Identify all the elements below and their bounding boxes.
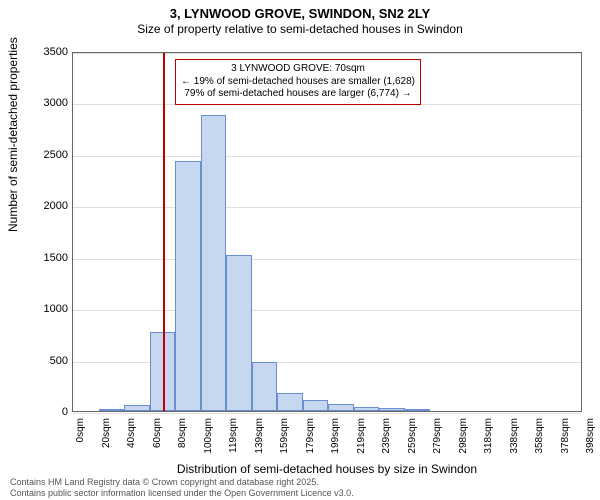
y-tick-label: 2000 bbox=[28, 200, 68, 212]
histogram-bar bbox=[175, 161, 201, 411]
gridline bbox=[73, 207, 581, 208]
y-tick-label: 3500 bbox=[28, 46, 68, 58]
histogram-bar bbox=[379, 408, 405, 411]
x-tick-label: 80sqm bbox=[177, 418, 188, 448]
x-tick-label: 219sqm bbox=[356, 418, 367, 454]
x-tick-label: 179sqm bbox=[305, 418, 316, 454]
x-tick-label: 378sqm bbox=[560, 418, 571, 454]
property-marker-line bbox=[163, 53, 165, 411]
x-tick-label: 318sqm bbox=[483, 418, 494, 454]
title-line1: 3, LYNWOOD GROVE, SWINDON, SN2 2LY bbox=[0, 6, 600, 21]
x-tick-label: 40sqm bbox=[126, 418, 137, 448]
histogram-bar bbox=[201, 115, 227, 411]
x-tick-label: 60sqm bbox=[152, 418, 163, 448]
x-tick-label: 0sqm bbox=[75, 418, 86, 442]
x-tick-label: 100sqm bbox=[203, 418, 214, 454]
histogram-bar bbox=[354, 407, 380, 411]
x-tick-label: 259sqm bbox=[407, 418, 418, 454]
x-tick-label: 358sqm bbox=[534, 418, 545, 454]
x-tick-label: 159sqm bbox=[279, 418, 290, 454]
histogram-bar bbox=[124, 405, 150, 411]
y-tick-label: 1000 bbox=[28, 303, 68, 315]
annotation-box: 3 LYNWOOD GROVE: 70sqm← 19% of semi-deta… bbox=[175, 59, 421, 105]
histogram-bar bbox=[328, 404, 354, 411]
x-tick-label: 20sqm bbox=[101, 418, 112, 448]
gridline bbox=[73, 310, 581, 311]
gridline bbox=[73, 259, 581, 260]
gridline bbox=[73, 53, 581, 54]
annotation-line: ← 19% of semi-detached houses are smalle… bbox=[181, 76, 415, 89]
title-line2: Size of property relative to semi-detach… bbox=[0, 22, 600, 36]
x-tick-label: 279sqm bbox=[432, 418, 443, 454]
x-tick-label: 199sqm bbox=[330, 418, 341, 454]
histogram-bar bbox=[226, 255, 252, 411]
y-axis-label: Number of semi-detached properties bbox=[6, 37, 20, 232]
histogram-bar bbox=[303, 400, 329, 411]
y-tick-label: 0 bbox=[28, 406, 68, 418]
x-tick-label: 398sqm bbox=[585, 418, 596, 454]
gridline bbox=[73, 413, 581, 414]
plot-area: 3 LYNWOOD GROVE: 70sqm← 19% of semi-deta… bbox=[72, 52, 582, 412]
y-tick-label: 3000 bbox=[28, 97, 68, 109]
title-block: 3, LYNWOOD GROVE, SWINDON, SN2 2LY Size … bbox=[0, 6, 600, 36]
gridline bbox=[73, 156, 581, 157]
y-tick-label: 500 bbox=[28, 355, 68, 367]
gridline bbox=[73, 104, 581, 105]
footer-line1: Contains HM Land Registry data © Crown c… bbox=[10, 477, 354, 487]
chart-container: 3, LYNWOOD GROVE, SWINDON, SN2 2LY Size … bbox=[0, 0, 600, 500]
x-tick-label: 338sqm bbox=[509, 418, 520, 454]
y-tick-label: 2500 bbox=[28, 149, 68, 161]
x-tick-label: 298sqm bbox=[458, 418, 469, 454]
histogram-bar bbox=[252, 362, 278, 411]
y-tick-label: 1500 bbox=[28, 252, 68, 264]
histogram-bar bbox=[277, 393, 303, 412]
annotation-line: 3 LYNWOOD GROVE: 70sqm bbox=[181, 63, 415, 76]
x-axis-label: Distribution of semi-detached houses by … bbox=[72, 462, 582, 476]
footer-line2: Contains public sector information licen… bbox=[10, 488, 354, 498]
x-tick-label: 239sqm bbox=[381, 418, 392, 454]
attribution-footer: Contains HM Land Registry data © Crown c… bbox=[10, 477, 354, 498]
annotation-line: 79% of semi-detached houses are larger (… bbox=[181, 88, 415, 101]
x-tick-label: 139sqm bbox=[254, 418, 265, 454]
histogram-bar bbox=[405, 409, 431, 411]
x-tick-label: 119sqm bbox=[228, 418, 239, 453]
histogram-bar bbox=[99, 409, 125, 411]
